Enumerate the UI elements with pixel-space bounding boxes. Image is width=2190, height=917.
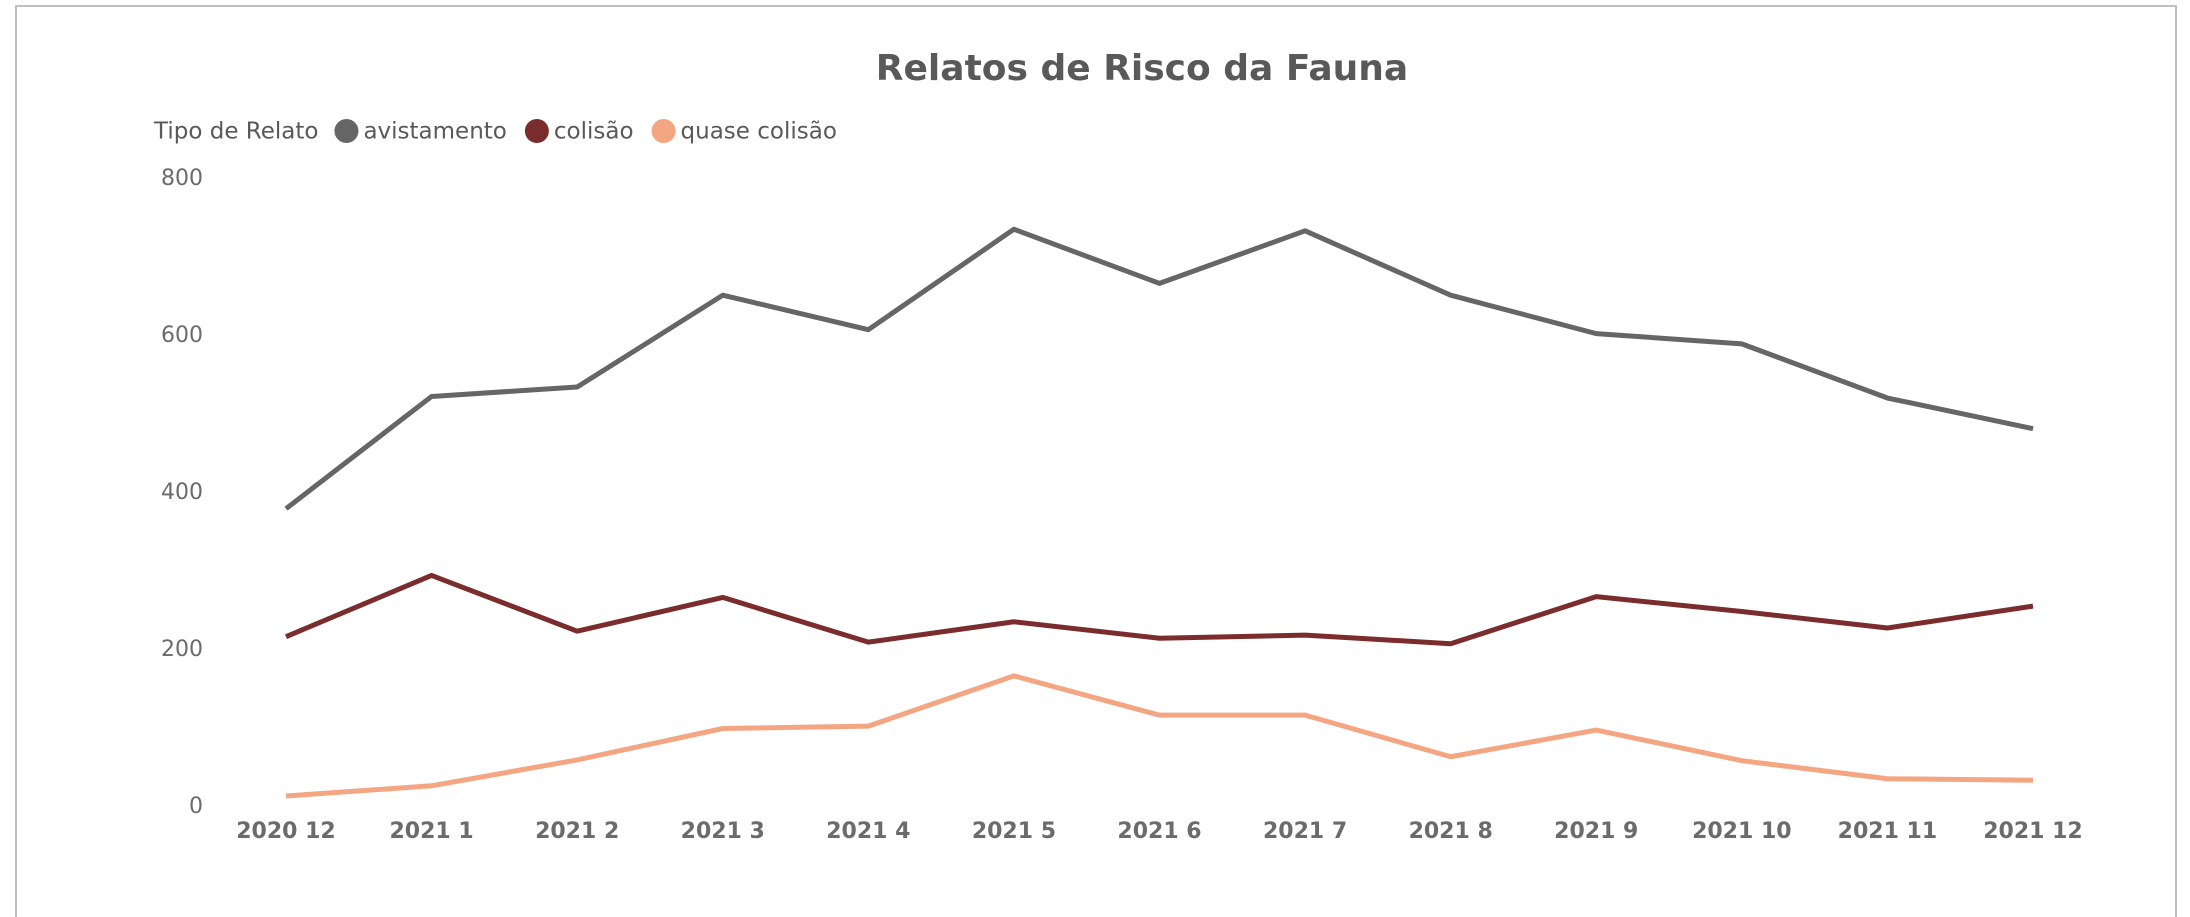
y-tick-label: 600 bbox=[161, 323, 203, 348]
x-tick-label: 2021 3 bbox=[681, 819, 765, 844]
x-tick-label: 2021 12 bbox=[1983, 819, 2083, 844]
y-tick-label: 0 bbox=[189, 794, 203, 819]
x-tick-label: 2021 4 bbox=[826, 819, 910, 844]
x-tick-label: 2020 12 bbox=[236, 819, 336, 844]
series-line bbox=[284, 226, 2034, 511]
x-tick-label: 2021 2 bbox=[535, 819, 619, 844]
y-tick-label: 400 bbox=[161, 480, 203, 505]
legend-marker bbox=[524, 119, 549, 143]
legend-label: colisão bbox=[554, 119, 634, 145]
series-line bbox=[285, 673, 2034, 799]
legend-label: quase colisão bbox=[681, 119, 837, 145]
x-tick-label: 2021 8 bbox=[1409, 819, 1493, 844]
x-tick-label: 2021 1 bbox=[389, 819, 473, 844]
y-tick-label: 800 bbox=[161, 166, 203, 191]
chart-title: Relatos de Risco da Fauna bbox=[876, 48, 1408, 89]
x-tick-label: 2021 11 bbox=[1838, 819, 1938, 844]
legend-title: Tipo de Relato bbox=[153, 119, 318, 145]
y-tick-label: 200 bbox=[161, 637, 203, 662]
x-tick-label: 2021 10 bbox=[1692, 819, 1792, 844]
legend-marker bbox=[651, 119, 676, 143]
legend-label: avistamento bbox=[363, 119, 506, 145]
chart-frame bbox=[15, 5, 2177, 917]
legend-marker bbox=[334, 119, 359, 143]
series-line bbox=[285, 572, 2034, 647]
x-tick-label: 2021 5 bbox=[972, 819, 1056, 844]
x-tick-label: 2021 6 bbox=[1117, 819, 1201, 844]
x-tick-label: 2021 9 bbox=[1554, 819, 1638, 844]
x-tick-label: 2021 7 bbox=[1263, 819, 1347, 844]
